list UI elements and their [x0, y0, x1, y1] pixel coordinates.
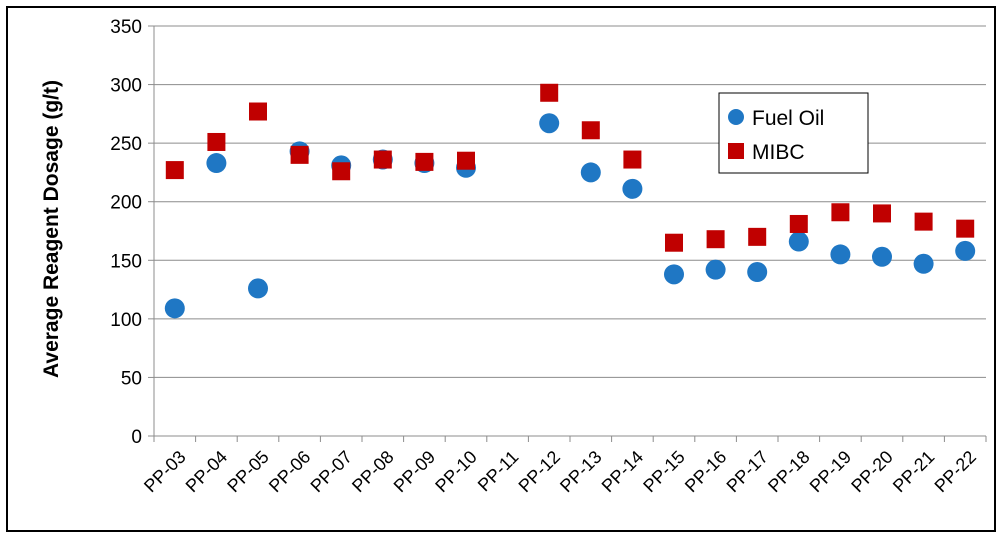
- legend-marker-mibc: [728, 143, 744, 159]
- x-tick-labels: PP-03PP-04PP-05PP-06PP-07PP-08PP-09PP-10…: [140, 447, 980, 497]
- mibc-point: [290, 145, 309, 164]
- fuel-oil-point: [164, 298, 185, 319]
- x-tick-label: PP-13: [556, 447, 606, 497]
- legend-box: [718, 92, 869, 174]
- fuel-oil-point: [747, 262, 768, 282]
- x-tick-label: PP-10: [431, 447, 481, 497]
- mibc-point: [914, 212, 933, 231]
- y-tick-label: 100: [110, 310, 142, 331]
- x-tick-label: PP-16: [681, 447, 731, 497]
- x-tick-label: PP-08: [348, 447, 398, 497]
- x-tick-label: PP-04: [182, 447, 232, 497]
- fuel-oil-point: [705, 259, 726, 280]
- y-tick-label: 250: [110, 134, 142, 155]
- mibc-point: [165, 161, 184, 180]
- y-tick-labels: 0 50 100 150 200 250 300 350: [110, 17, 142, 448]
- fuel-oil-point: [830, 244, 851, 265]
- x-tick-label: PP-17: [723, 447, 773, 497]
- mibc-point: [789, 214, 808, 233]
- legend-marker-fuel-oil: [728, 109, 744, 125]
- y-tick-label: 300: [110, 76, 142, 97]
- fuel-oil-point: [872, 246, 892, 267]
- y-tick-label: 200: [110, 193, 142, 214]
- fuel-oil-point: [955, 240, 976, 261]
- y-axis-title: Average Reagent Dosage (g/t): [40, 80, 63, 378]
- mibc-point: [706, 230, 725, 249]
- mibc-point: [249, 102, 267, 121]
- data-series: [164, 83, 976, 319]
- fuel-oil-point: [206, 153, 227, 174]
- y-tick-label: 150: [110, 251, 142, 272]
- mibc-point: [457, 151, 475, 170]
- x-tick-label: PP-19: [806, 447, 856, 497]
- x-tick-label: PP-03: [140, 447, 190, 497]
- x-tick-label: PP-09: [390, 447, 440, 497]
- mibc-point: [873, 204, 891, 223]
- mibc-point: [581, 121, 600, 140]
- fuel-oil-point: [664, 264, 684, 285]
- mibc-point: [207, 132, 226, 151]
- x-tick-label: PP-06: [265, 447, 315, 497]
- x-tick-label: PP-22: [931, 447, 981, 497]
- mibc-point: [623, 150, 642, 169]
- mibc-point: [415, 152, 434, 171]
- y-tick-label: 50: [121, 368, 142, 389]
- mibc-point: [956, 219, 975, 238]
- x-tick-label: PP-15: [639, 447, 689, 497]
- mibc-point: [665, 233, 683, 252]
- gridlines: [154, 25, 986, 378]
- x-tick-label: PP-18: [764, 447, 814, 497]
- fuel-oil-point: [539, 113, 560, 134]
- axes: [148, 25, 987, 442]
- x-tick-label: PP-07: [307, 447, 357, 497]
- fuel-oil-point: [622, 178, 643, 199]
- mibc-point: [332, 162, 351, 181]
- legend-label: MIBC: [752, 141, 805, 164]
- x-tick-label: PP-20: [847, 447, 897, 497]
- fuel-oil-point: [788, 231, 809, 252]
- fuel-oil-point: [248, 278, 268, 299]
- x-tick-label: PP-21: [889, 447, 939, 497]
- x-tick-label: PP-11: [474, 447, 523, 496]
- legend: Fuel Oil MIBC: [718, 92, 869, 174]
- fuel-oil-point: [913, 253, 934, 274]
- legend-label: Fuel Oil: [752, 107, 824, 130]
- x-tick-label: PP-12: [515, 447, 565, 497]
- mibc-point: [831, 203, 850, 222]
- mibc-point: [373, 150, 392, 169]
- y-tick-label: 0: [131, 427, 142, 448]
- mibc-point: [540, 83, 559, 102]
- x-tick-label: PP-14: [598, 447, 648, 497]
- x-tick-label: PP-05: [223, 447, 273, 497]
- fuel-oil-point: [580, 162, 601, 183]
- y-tick-label: 350: [110, 17, 142, 38]
- mibc-point: [748, 227, 767, 246]
